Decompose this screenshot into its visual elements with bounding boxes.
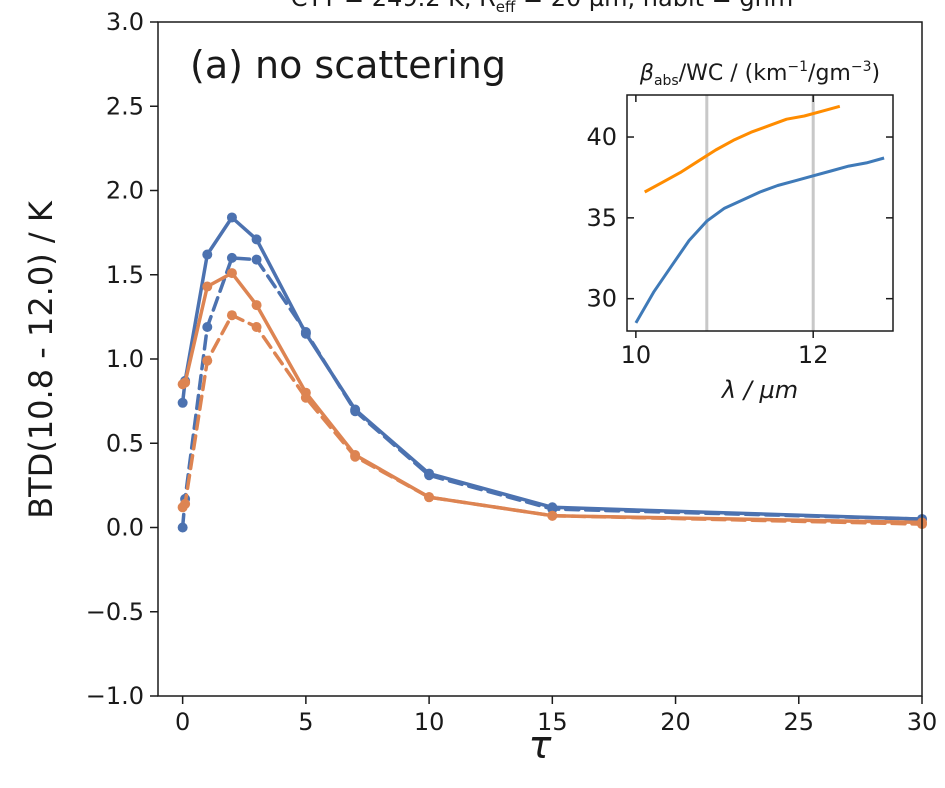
- main-x-axis-label: τ: [529, 723, 553, 767]
- y-tick-label: 0.5: [106, 429, 144, 457]
- panel-label: (a) no scattering: [190, 43, 506, 87]
- inset-title-rest: /WC / (km: [679, 61, 788, 86]
- main-plot-frame: [157, 21, 923, 697]
- y-tick-label: 1.5: [106, 261, 144, 289]
- inset-title-mid: /gm: [808, 61, 851, 86]
- data-point: [547, 510, 558, 521]
- x-tick-label: 10: [414, 708, 445, 736]
- y-tick-label: 3.0: [106, 8, 144, 36]
- data-point: [251, 234, 262, 245]
- inset-title-sub: abs: [654, 73, 679, 89]
- inset-title-sup2: −3: [851, 59, 872, 75]
- data-point: [424, 470, 435, 481]
- data-point: [226, 310, 237, 321]
- data-point: [202, 249, 213, 260]
- data-point: [251, 321, 262, 332]
- series-line-2: [180, 256, 924, 530]
- inset-y-tick-label: 40: [586, 123, 617, 151]
- x-tick-label: 25: [784, 708, 815, 736]
- data-point: [424, 492, 435, 503]
- data-point: [177, 522, 188, 533]
- data-point: [180, 377, 191, 388]
- inset-title-end: ): [872, 61, 881, 86]
- y-tick-label: −0.5: [86, 598, 144, 626]
- x-tick-label: 20: [660, 708, 691, 736]
- inset-series-line-2: [634, 156, 885, 324]
- inset-axis-ticks: 10 12 30 35 40: [586, 95, 893, 369]
- data-point: [202, 281, 213, 292]
- inset-y-tick-label: 35: [586, 204, 617, 232]
- inset-background: [627, 95, 893, 331]
- inset-title: βabs/WC / (km−1/gm−3): [639, 59, 880, 89]
- x-tick-label: 5: [298, 708, 313, 736]
- inset-y-tick-label: 30: [586, 285, 617, 313]
- data-point: [226, 212, 237, 223]
- inset-reference-lines: [705, 95, 815, 331]
- inset-title-beta: β: [639, 61, 654, 86]
- data-point: [350, 406, 361, 417]
- figure-title-rest: = 20 µm, habit = gnm: [515, 0, 793, 12]
- y-tick-label: 2.5: [106, 92, 144, 120]
- y-tick-label: 1.0: [106, 345, 144, 373]
- main-y-axis-label: BTD(10.8 - 12.0) / K: [22, 200, 60, 519]
- x-tick-label: 15: [537, 708, 568, 736]
- data-point: [350, 451, 361, 462]
- x-tick-label: 0: [175, 708, 190, 736]
- figure-title-sub: eff: [496, 0, 516, 16]
- data-point: [300, 392, 311, 403]
- data-point: [180, 498, 191, 509]
- data-point: [251, 300, 262, 311]
- inset-plot-series: [634, 104, 885, 324]
- figure-title: CTT = 249.2 K, Reff = 20 µm, habit = gnm: [291, 0, 793, 16]
- inset-series-line-1: [643, 104, 841, 194]
- data-point: [251, 254, 262, 265]
- series-line-4: [180, 313, 924, 526]
- y-tick-label: 2.0: [106, 177, 144, 205]
- data-point: [177, 397, 188, 408]
- figure-title-main: CTT = 249.2 K, R: [291, 0, 496, 12]
- y-tick-label: −1.0: [86, 682, 144, 710]
- main-plot-series: [177, 212, 927, 533]
- main-axis-ticks: 0 5 10 15 20 25 30 −1.0 −0.5 0.0 0.5 1.0 1.5 2.0 2.5 3.…: [86, 8, 938, 736]
- data-point: [226, 268, 237, 279]
- inset-frame: [626, 94, 894, 332]
- data-point: [202, 355, 213, 366]
- x-tick-label: 30: [907, 708, 938, 736]
- inset-x-tick-label: 10: [621, 341, 652, 369]
- data-point: [226, 252, 237, 263]
- inset-x-axis-label: λ / µm: [720, 376, 798, 404]
- y-tick-label: 0.0: [106, 514, 144, 542]
- data-point: [202, 321, 213, 332]
- inset-x-tick-label: 12: [798, 341, 829, 369]
- data-point: [300, 327, 311, 338]
- inset-title-sup1: −1: [787, 59, 808, 75]
- series-line-3: [180, 271, 924, 525]
